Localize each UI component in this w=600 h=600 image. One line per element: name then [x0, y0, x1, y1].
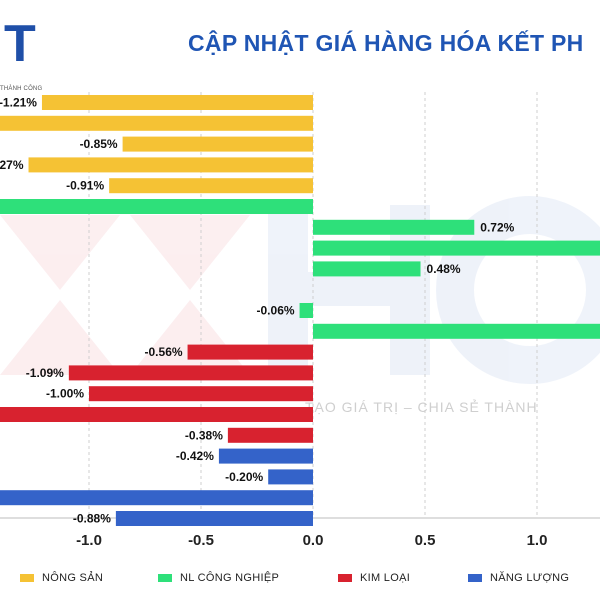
bar	[41, 95, 314, 110]
bar	[187, 344, 313, 360]
bar	[299, 303, 313, 318]
bar	[218, 448, 313, 464]
data-label: -0.42%	[176, 449, 214, 463]
bar	[227, 427, 313, 443]
bar	[313, 240, 600, 256]
legend-swatch	[338, 574, 352, 582]
data-label: -0.56%	[145, 345, 183, 359]
data-label: -1.09%	[26, 366, 64, 380]
bar	[68, 365, 313, 381]
bar	[0, 407, 314, 422]
legend-label: KIM LOẠI	[360, 572, 411, 584]
legend-item: NL CÔNG NGHIỆP	[158, 572, 279, 584]
legend-label: NL CÔNG NGHIỆP	[180, 572, 280, 584]
bar	[0, 199, 314, 214]
bar	[313, 261, 421, 277]
x-tick-label: -0.5	[188, 532, 214, 549]
data-label: -0.91%	[66, 179, 104, 193]
logo-tagline: THÀNH CÔNG	[0, 86, 43, 92]
bar	[115, 511, 313, 526]
bar	[122, 136, 313, 152]
data-label: -0.88%	[73, 512, 111, 526]
bar	[89, 386, 313, 402]
page-title: CẬP NHẬT GIÁ HÀNG HÓA KẾT PH	[188, 30, 584, 56]
data-label: -0.85%	[80, 137, 118, 151]
data-label: -0.20%	[225, 470, 263, 484]
logo: T THÀNH CÔNG	[0, 15, 60, 92]
x-tick-label: 0.0	[303, 532, 324, 549]
bar	[313, 219, 475, 235]
legend-item: NÔNG SẢN	[20, 572, 103, 584]
watermark-text: TẠO GIÁ TRỊ – CHIA SẺ THÀNH	[305, 399, 538, 415]
x-tick-label: -1.0	[76, 532, 102, 549]
bar	[268, 469, 313, 485]
chart-bars	[0, 95, 600, 526]
legend: NÔNG SẢN NL CÔNG NGHIỆP KIM LOẠI NĂNG LƯỢNG	[0, 572, 600, 594]
bar	[28, 157, 314, 173]
legend-swatch	[158, 574, 172, 582]
logo-letter: T	[4, 15, 36, 73]
legend-swatch	[468, 574, 482, 582]
bar	[313, 323, 600, 339]
legend-item: KIM LOẠI	[338, 572, 410, 584]
legend-label: NĂNG LƯỢNG	[490, 572, 570, 584]
bar	[0, 490, 313, 506]
legend-label: NÔNG SẢN	[42, 572, 104, 584]
data-label: 0.72%	[480, 220, 514, 234]
bar	[109, 178, 313, 194]
data-label: -0.06%	[257, 304, 295, 318]
legend-item: NĂNG LƯỢNG	[468, 572, 569, 584]
x-tick-label: 0.5	[415, 532, 436, 549]
bar	[0, 115, 314, 131]
x-axis: -2.5-2.0-1.5-1.0-0.50.00.51.01.52.02.5	[76, 532, 548, 549]
data-label: -1.00%	[46, 387, 84, 401]
data-label: 0.48%	[427, 262, 461, 276]
legend-swatch	[20, 574, 34, 582]
x-tick-label: 1.0	[527, 532, 548, 549]
data-label: -0.38%	[185, 428, 223, 442]
data-label: -1.27%	[0, 158, 24, 172]
chart-data-labels: -1.21%-1.59%-0.85%-1.27%-0.91%-1.68%0.72…	[0, 96, 515, 526]
data-label: -1.21%	[0, 96, 37, 110]
